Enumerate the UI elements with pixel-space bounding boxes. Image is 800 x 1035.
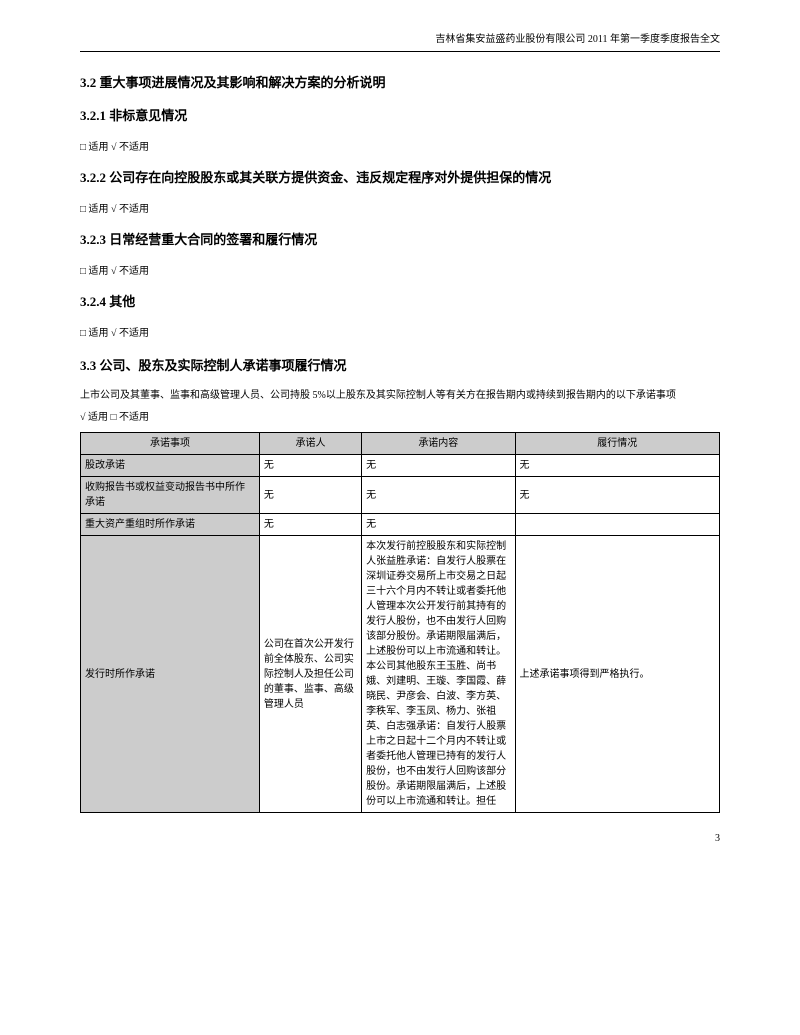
table-row: 发行时所作承诺 公司在首次公开发行前全体股东、公司实际控制人及担任公司的董事、监…	[81, 536, 720, 813]
row-label: 重大资产重组时所作承诺	[81, 514, 260, 536]
row-label: 发行时所作承诺	[81, 536, 260, 813]
checkbox-3-2-2: □ 适用 √ 不适用	[80, 200, 720, 215]
row-cell: 无	[259, 455, 361, 477]
section-3-2-2-heading: 3.2.2 公司存在向控股股东或其关联方提供资金、违反规定程序对外提供担保的情况	[80, 167, 720, 186]
page-number: 3	[80, 833, 720, 844]
row-cell: 无	[515, 455, 720, 477]
page-header: 吉林省集安益盛药业股份有限公司 2011 年第一季度季度报告全文	[80, 30, 720, 45]
checkbox-3-3: √ 适用 □ 不适用	[80, 410, 720, 426]
header-divider	[80, 51, 720, 52]
row-cell: 无	[362, 514, 515, 536]
row-cell: 无	[259, 514, 361, 536]
table-row: 重大资产重组时所作承诺 无 无	[81, 514, 720, 536]
th-status: 履行情况	[515, 433, 720, 455]
table-row: 收购报告书或权益变动报告书中所作承诺 无 无 无	[81, 477, 720, 514]
row-cell: 上述承诺事项得到严格执行。	[515, 536, 720, 813]
th-content: 承诺内容	[362, 433, 515, 455]
checkbox-3-2-1: □ 适用 √ 不适用	[80, 138, 720, 153]
th-person: 承诺人	[259, 433, 361, 455]
section-3-3-heading: 3.3 公司、股东及实际控制人承诺事项履行情况	[80, 355, 720, 374]
row-label: 收购报告书或权益变动报告书中所作承诺	[81, 477, 260, 514]
checkbox-3-2-4: □ 适用 √ 不适用	[80, 324, 720, 339]
table-header-row: 承诺事项 承诺人 承诺内容 履行情况	[81, 433, 720, 455]
row-cell: 公司在首次公开发行前全体股东、公司实际控制人及担任公司的董事、监事、高级管理人员	[259, 536, 361, 813]
section-3-3-intro: 上市公司及其董事、监事和高级管理人员、公司持股 5%以上股东及其实际控制人等有关…	[80, 388, 720, 404]
row-label: 股改承诺	[81, 455, 260, 477]
row-cell	[515, 514, 720, 536]
row-cell: 无	[362, 455, 515, 477]
row-cell: 无	[259, 477, 361, 514]
section-3-2-4-heading: 3.2.4 其他	[80, 291, 720, 310]
table-row: 股改承诺 无 无 无	[81, 455, 720, 477]
section-3-2-3-heading: 3.2.3 日常经营重大合同的签署和履行情况	[80, 229, 720, 248]
row-cell: 本次发行前控股股东和实际控制人张益胜承诺：自发行人股票在深圳证券交易所上市交易之…	[362, 536, 515, 813]
row-cell: 无	[362, 477, 515, 514]
section-3-2-heading: 3.2 重大事项进展情况及其影响和解决方案的分析说明	[80, 72, 720, 91]
section-3-2-1-heading: 3.2.1 非标意见情况	[80, 105, 720, 124]
th-item: 承诺事项	[81, 433, 260, 455]
commitment-table: 承诺事项 承诺人 承诺内容 履行情况 股改承诺 无 无 无 收购报告书或权益变动…	[80, 432, 720, 813]
checkbox-3-2-3: □ 适用 √ 不适用	[80, 262, 720, 277]
row-cell: 无	[515, 477, 720, 514]
